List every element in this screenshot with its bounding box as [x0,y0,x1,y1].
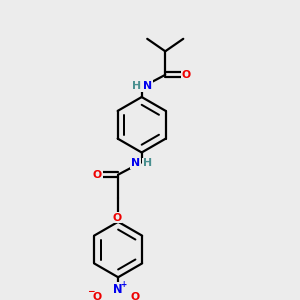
Text: O: O [130,292,139,300]
Text: O: O [93,292,102,300]
Text: N: N [143,81,152,91]
Text: N: N [113,283,123,296]
Text: O: O [112,213,121,223]
Text: H: H [132,81,141,91]
Text: O: O [182,70,190,80]
Text: +: + [120,280,126,289]
Text: O: O [93,170,102,180]
Text: H: H [143,158,152,168]
Text: N: N [131,158,140,168]
Text: −: − [88,287,95,296]
